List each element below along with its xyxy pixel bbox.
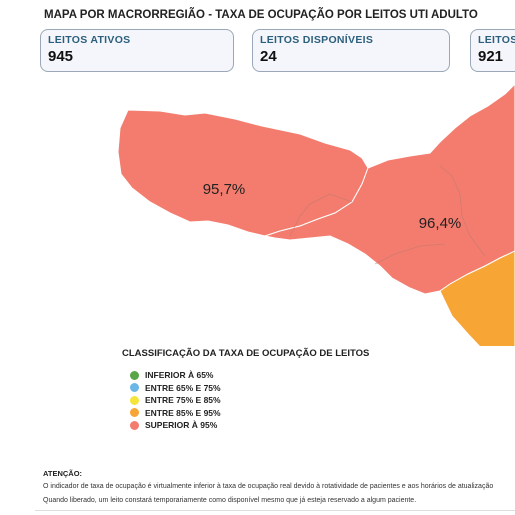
legend-item: ENTRE 75% E 85% (130, 394, 221, 407)
map-region-east[interactable] (263, 83, 515, 295)
attention-text-line2: Quando liberado, um leito constará tempo… (43, 497, 417, 504)
region-label-east: 96,4% (419, 215, 462, 232)
legend-dot-icon (130, 408, 139, 418)
legend-dot-icon (130, 370, 139, 380)
card-leitos-ativos: LEITOS ATIVOS 945 (40, 29, 234, 72)
card-leitos-disponiveis: LEITOS DISPONÍVEIS 24 (252, 29, 450, 72)
legend-label: INFERIOR À 65% (145, 370, 214, 381)
legend-item: SUPERIOR À 95% (130, 419, 221, 432)
legend-label: ENTRE 65% E 75% (145, 382, 221, 393)
card-leitos-ocupados: LEITOS 921 (470, 29, 515, 72)
legend-dot-icon (130, 383, 139, 393)
legend-label: ENTRE 75% E 85% (145, 395, 221, 406)
map-region-southeast[interactable] (439, 250, 515, 346)
card-label: LEITOS ATIVOS (48, 34, 131, 46)
legend-label: ENTRE 85% E 95% (145, 407, 221, 418)
legend-item: INFERIOR À 65% (130, 369, 221, 382)
legend: INFERIOR À 65% ENTRE 65% E 75% ENTRE 75%… (130, 369, 221, 432)
legend-title: CLASSIFICAÇÃO DA TAXA DE OCUPAÇÃO DE LEI… (122, 348, 370, 359)
legend-label: SUPERIOR À 95% (145, 420, 218, 431)
legend-item: ENTRE 85% E 95% (130, 407, 221, 420)
page-title: MAPA POR MACRORREGIÃO - TAXA DE OCUPAÇÃO… (44, 9, 478, 21)
map-internal-borders (289, 165, 486, 265)
card-value: 945 (48, 48, 74, 65)
card-label: LEITOS DISPONÍVEIS (260, 34, 374, 46)
attention-text-line1: O indicador de taxa de ocupação é virtua… (43, 483, 494, 490)
region-label-west: 95,7% (203, 181, 246, 198)
macroregion-map: 95,7% 96,4% (117, 83, 515, 346)
card-value: 921 (478, 48, 504, 65)
legend-dot-icon (130, 420, 139, 430)
legend-item: ENTRE 65% E 75% (130, 382, 221, 395)
attention-title: ATENÇÃO: (43, 469, 83, 478)
card-value: 24 (260, 48, 277, 65)
card-label: LEITOS (478, 34, 515, 46)
bottom-divider (35, 510, 515, 511)
legend-dot-icon (130, 395, 139, 405)
